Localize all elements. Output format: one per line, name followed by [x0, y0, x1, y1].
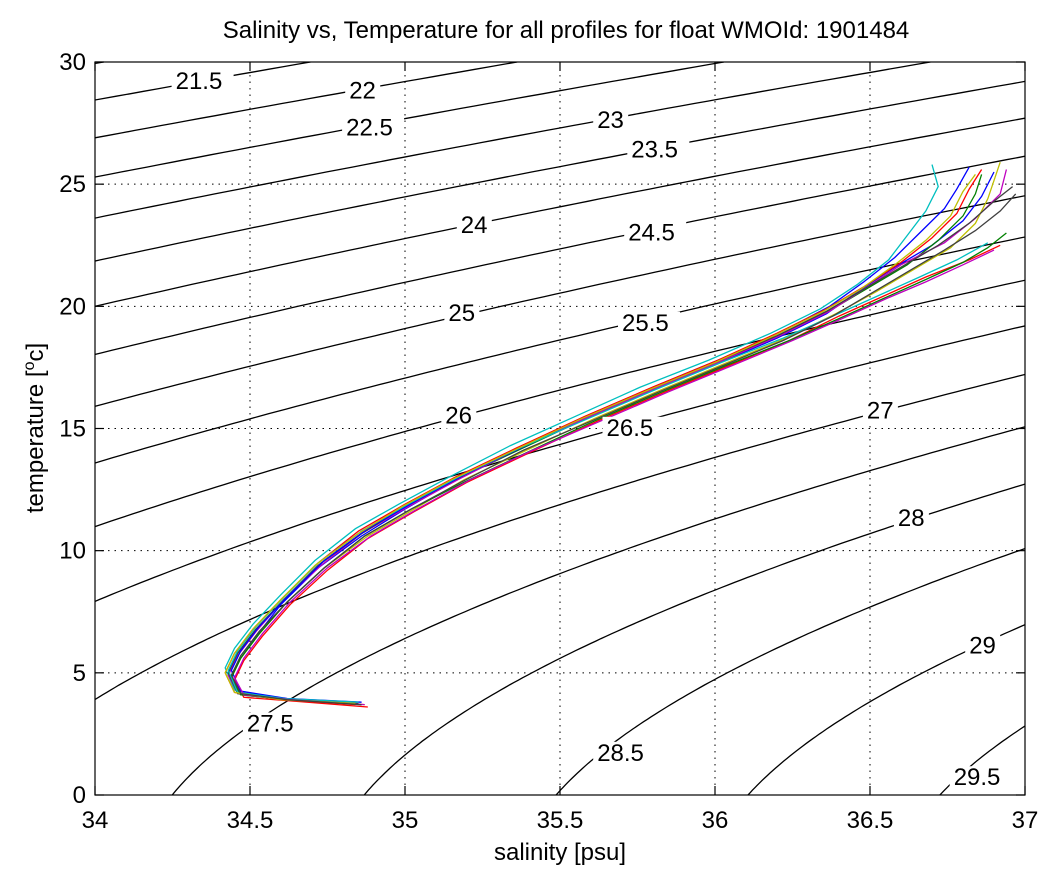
contour-label-background [627, 138, 690, 163]
density-contour-label: 25.5 [622, 310, 669, 337]
x-tick-label: 35 [392, 807, 419, 834]
profile-line [233, 244, 1001, 708]
profile-line [230, 193, 1017, 706]
contour-label-background [444, 301, 480, 326]
y-axis-label-sup: o [21, 361, 38, 370]
y-tick-label: 25 [59, 171, 86, 198]
density-contour-label: 27 [867, 398, 894, 425]
density-contour-label: 21.5 [176, 68, 223, 95]
y-tick-labels: 0 5 10 15 20 25 30 [59, 49, 86, 809]
contour-label-background [965, 634, 1001, 659]
density-contour-label: 29.5 [954, 764, 1001, 791]
x-tick-label: 37 [1012, 807, 1039, 834]
density-contour-label: 22 [349, 78, 376, 105]
y-axis-label-suffix: c] [22, 343, 49, 362]
contour-label-background [618, 311, 680, 336]
density-contour-label: 28.5 [597, 740, 644, 767]
y-tick-label: 15 [59, 416, 86, 443]
y-tick-label: 20 [59, 293, 86, 320]
profile-line [227, 242, 989, 703]
density-contour-label: 24 [461, 212, 488, 239]
contour-label-background [456, 214, 492, 239]
profile-line [233, 249, 995, 706]
density-contour-line [363, 483, 1025, 795]
profile-line [224, 164, 939, 706]
y-tick-label: 5 [73, 660, 86, 687]
density-contour-label: 24.5 [628, 219, 675, 246]
x-tick-label: 36.5 [847, 807, 894, 834]
density-contour-line [95, 155, 1025, 356]
y-tick-label: 0 [73, 782, 86, 809]
density-contour-line [95, 373, 1025, 701]
contour-label-background [345, 79, 381, 104]
density-contour-label: 26.5 [607, 415, 654, 442]
y-axis-label: temperature [oc] [21, 343, 49, 513]
contour-label-background [242, 712, 305, 737]
density-contour-line [555, 547, 1025, 795]
axis-ticks [94, 61, 1026, 796]
density-contour-line [95, 236, 1025, 464]
density-contour-label: 28 [898, 505, 925, 532]
x-tick-label: 36 [702, 807, 729, 834]
contour-label-background [862, 399, 898, 424]
profile-line [224, 174, 976, 705]
chart-title: Salinity vs, Temperature for all profile… [223, 17, 910, 44]
density-contour-line [939, 725, 1025, 795]
density-contour-line [95, 62, 104, 65]
profile-series [224, 161, 1017, 708]
contour-label-background [593, 108, 629, 133]
density-contour-label: 29 [969, 632, 996, 659]
density-contour-label: 23 [597, 107, 624, 134]
y-axis-label-prefix: temperature [ [22, 370, 49, 513]
density-contour-label: 25 [448, 300, 475, 327]
density-contour-line [747, 624, 1025, 795]
density-contour-labels: 21.5 22 22.5 23 23.5 24 24.5 25 25.5 26 26.5 27 27.5… [171, 68, 1012, 791]
profile-line [230, 166, 970, 703]
density-contour-line [95, 117, 1025, 307]
y-tick-label: 30 [59, 49, 86, 76]
contour-label-background [342, 116, 405, 141]
x-axis-label: salinity [psu] [494, 839, 626, 866]
density-contour-label: 27.5 [247, 710, 294, 737]
contour-label-background [441, 404, 477, 429]
contour-label-background [171, 69, 234, 94]
density-contour-label: 23.5 [631, 136, 678, 163]
density-contour-line [95, 80, 1025, 262]
x-tick-label: 34 [82, 807, 109, 834]
contour-label-background [949, 766, 1012, 791]
y-tick-label: 10 [59, 538, 86, 565]
profile-line [230, 232, 1007, 706]
contour-label-background [624, 221, 687, 246]
contour-label-background [893, 507, 929, 532]
x-tick-label: 35.5 [537, 807, 584, 834]
density-contour-line [95, 279, 1025, 528]
x-tick-label: 34.5 [227, 807, 274, 834]
x-tick-labels: 34 34.5 35 35.5 36 36.5 37 [82, 807, 1039, 834]
density-contour-line [95, 62, 931, 219]
contour-label-background [602, 416, 665, 441]
density-contour-label: 22.5 [346, 114, 393, 141]
contour-label-background [593, 741, 656, 766]
density-contour-label: 26 [445, 403, 472, 430]
